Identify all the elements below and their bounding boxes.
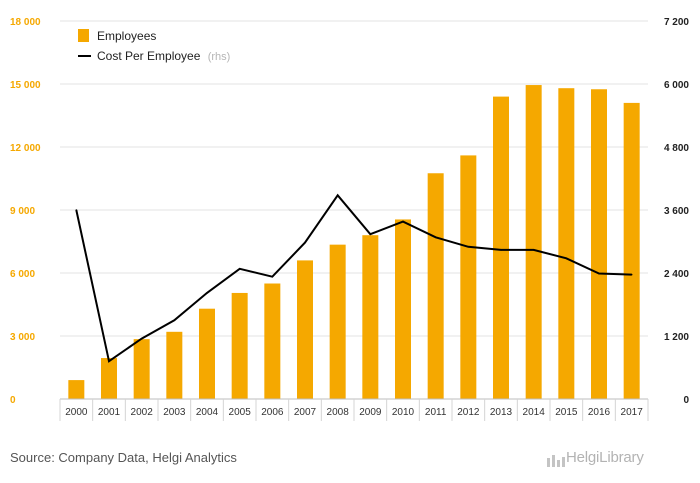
employees-bars bbox=[68, 85, 640, 400]
cost-per-employee-point bbox=[271, 275, 274, 278]
employees-bar bbox=[362, 235, 379, 399]
employees-bar bbox=[231, 292, 248, 399]
cost-per-employee-point bbox=[140, 337, 143, 340]
cost-per-employee-point bbox=[238, 268, 241, 270]
employees-bar bbox=[297, 260, 313, 399]
cost-per-employee-point bbox=[75, 209, 78, 211]
helgi-library-logo-icon bbox=[547, 455, 565, 467]
employees-bar bbox=[133, 339, 150, 399]
legend: Employees Cost Per Employee (rhs) bbox=[78, 29, 230, 63]
x-tick-label: 2014 bbox=[523, 407, 546, 418]
cost-per-employee-point bbox=[108, 360, 110, 363]
cost-per-employee-point bbox=[402, 220, 404, 223]
employees-bar bbox=[427, 173, 444, 399]
y-left-tick-label: 3 000 bbox=[10, 332, 35, 343]
cost-per-employee-point bbox=[598, 272, 600, 275]
x-tick-label: 2002 bbox=[131, 407, 154, 418]
legend-label-cost: Cost Per Employee bbox=[97, 49, 201, 63]
x-tick-label: 2017 bbox=[621, 407, 644, 418]
source-note: Source: Company Data, Helgi Analytics bbox=[10, 450, 237, 465]
x-tick-label: 2013 bbox=[490, 407, 513, 418]
y-left-tick-label: 9 000 bbox=[10, 206, 35, 217]
svg-text:Cost Per Employee (rhs): Cost Per Employee (rhs) bbox=[97, 49, 230, 63]
y-right-tick-label: 0 bbox=[683, 395, 689, 406]
x-tick-label: 2010 bbox=[392, 407, 415, 418]
x-tick-label: 2001 bbox=[98, 407, 121, 418]
y-left-tick-label: 12 000 bbox=[10, 143, 41, 154]
y-axis-left: 0 3 000 6 000 9 000 12 000 15 000 18 000 bbox=[10, 17, 41, 406]
legend-label-cost-suffix: (rhs) bbox=[208, 51, 231, 63]
employees-bar bbox=[264, 283, 281, 399]
employees-bar bbox=[166, 331, 183, 399]
y-left-tick-label: 15 000 bbox=[10, 80, 41, 91]
cost-per-employee-point bbox=[565, 257, 568, 260]
x-axis: 2000 2001 2002 2003 2004 2005 2006 2007 2008 2009… bbox=[59, 398, 649, 421]
y-right-tick-label: 6 000 bbox=[664, 80, 689, 91]
employees-bar bbox=[493, 96, 509, 399]
x-tick-label: 2004 bbox=[196, 407, 219, 418]
x-tick-label: 2006 bbox=[261, 407, 284, 418]
x-tick-label: 2016 bbox=[588, 407, 611, 418]
y-right-tick-label: 4 800 bbox=[664, 143, 689, 154]
x-tick-label: 2005 bbox=[229, 407, 252, 418]
x-tick-label: 2012 bbox=[457, 407, 480, 418]
x-tick-label: 2003 bbox=[163, 407, 186, 418]
chart: 0 3 000 6 000 9 000 12 000 15 000 18 000 0 1 20… bbox=[10, 17, 689, 421]
cost-per-employee-point bbox=[532, 249, 535, 251]
x-tick-label: 2000 bbox=[65, 407, 88, 418]
cost-per-employee-line bbox=[75, 193, 633, 363]
employees-bar bbox=[460, 155, 477, 399]
cost-per-employee-point bbox=[434, 236, 437, 239]
legend-swatch-employees bbox=[78, 29, 89, 42]
employees-bar bbox=[525, 85, 542, 400]
grid-lines bbox=[60, 20, 648, 337]
y-left-tick-label: 18 000 bbox=[10, 17, 41, 28]
cost-per-employee-point bbox=[206, 292, 208, 294]
y-left-tick-label: 6 000 bbox=[10, 269, 35, 280]
x-tick-label: 2007 bbox=[294, 407, 317, 418]
cost-per-employee-point bbox=[304, 241, 306, 244]
employees-bar bbox=[395, 219, 411, 399]
x-tick-label: 2011 bbox=[425, 407, 447, 418]
y-axis-right: 0 1 200 2 400 3 600 4 800 6 000 7 200 bbox=[664, 17, 689, 406]
y-right-tick-label: 3 600 bbox=[664, 206, 689, 217]
cost-per-employee-point bbox=[467, 245, 470, 248]
cost-per-employee-series bbox=[75, 193, 632, 363]
y-left-tick-label: 0 bbox=[10, 395, 16, 406]
cost-per-employee-point bbox=[630, 273, 633, 276]
cost-per-employee-point bbox=[336, 194, 339, 197]
cost-per-employee-point bbox=[500, 249, 502, 251]
employees-bar bbox=[199, 308, 215, 399]
y-right-tick-label: 7 200 bbox=[664, 17, 689, 28]
employees-bar bbox=[558, 88, 575, 399]
x-tick-label: 2008 bbox=[327, 407, 350, 418]
employees-bar bbox=[329, 244, 346, 399]
employees-bar bbox=[101, 358, 117, 399]
x-tick-label: 2015 bbox=[555, 407, 578, 418]
x-tick-label: 2009 bbox=[359, 407, 382, 418]
y-right-tick-label: 1 200 bbox=[664, 332, 689, 343]
employees-bar bbox=[623, 102, 640, 400]
y-right-tick-label: 2 400 bbox=[664, 269, 689, 280]
cost-per-employee-point bbox=[173, 319, 176, 322]
employees-bar bbox=[591, 89, 607, 399]
legend-label-employees: Employees bbox=[97, 29, 156, 43]
employees-bar bbox=[68, 380, 85, 399]
helgi-library-logo: HelgiLibrary bbox=[566, 449, 644, 466]
cost-per-employee-point bbox=[369, 233, 372, 235]
